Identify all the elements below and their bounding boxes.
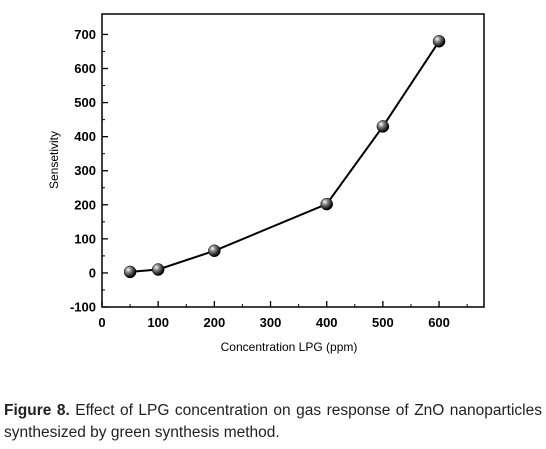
x-tick-label: 100 (147, 315, 169, 330)
x-tick-label: 600 (428, 315, 450, 330)
x-axis-title: Concentration LPG (ppm) (221, 340, 358, 354)
y-tick-label: 100 (74, 231, 96, 246)
y-tick-label: 300 (74, 163, 96, 178)
y-tick-label: 0 (89, 265, 96, 280)
data-point (151, 263, 165, 276)
x-tick-label: 500 (372, 315, 394, 330)
data-point (320, 197, 333, 211)
series-line (130, 40, 440, 273)
x-tick-label: 0 (98, 315, 105, 330)
caption-text: Effect of LPG concentration on gas respo… (4, 402, 542, 441)
x-tick-label: 300 (260, 315, 282, 330)
data-point (123, 265, 137, 279)
figure-label: Figure 8. (4, 402, 70, 419)
x-tick-label: 400 (316, 315, 338, 330)
y-axis: -100 0 100 200 300 400 500 600 700 (70, 27, 108, 315)
y-tick-label: 600 (74, 61, 96, 76)
data-point (208, 244, 221, 258)
y-tick-label: 200 (74, 197, 96, 212)
data-point (376, 120, 390, 133)
y-tick-label: 700 (74, 27, 96, 42)
figure-caption: Figure 8. Effect of LPG concentration on… (4, 400, 542, 444)
x-tick-label: 200 (204, 315, 226, 330)
x-axis: 0 100 200 300 400 500 600 (98, 301, 468, 330)
series-layer (123, 35, 446, 279)
data-point (432, 35, 446, 48)
plot-frame (101, 13, 485, 308)
y-tick-label: 400 (74, 129, 96, 144)
y-tick-label: 500 (74, 95, 96, 110)
y-tick-label: -100 (70, 300, 96, 315)
y-axis-title: Sensetivity (47, 131, 61, 189)
